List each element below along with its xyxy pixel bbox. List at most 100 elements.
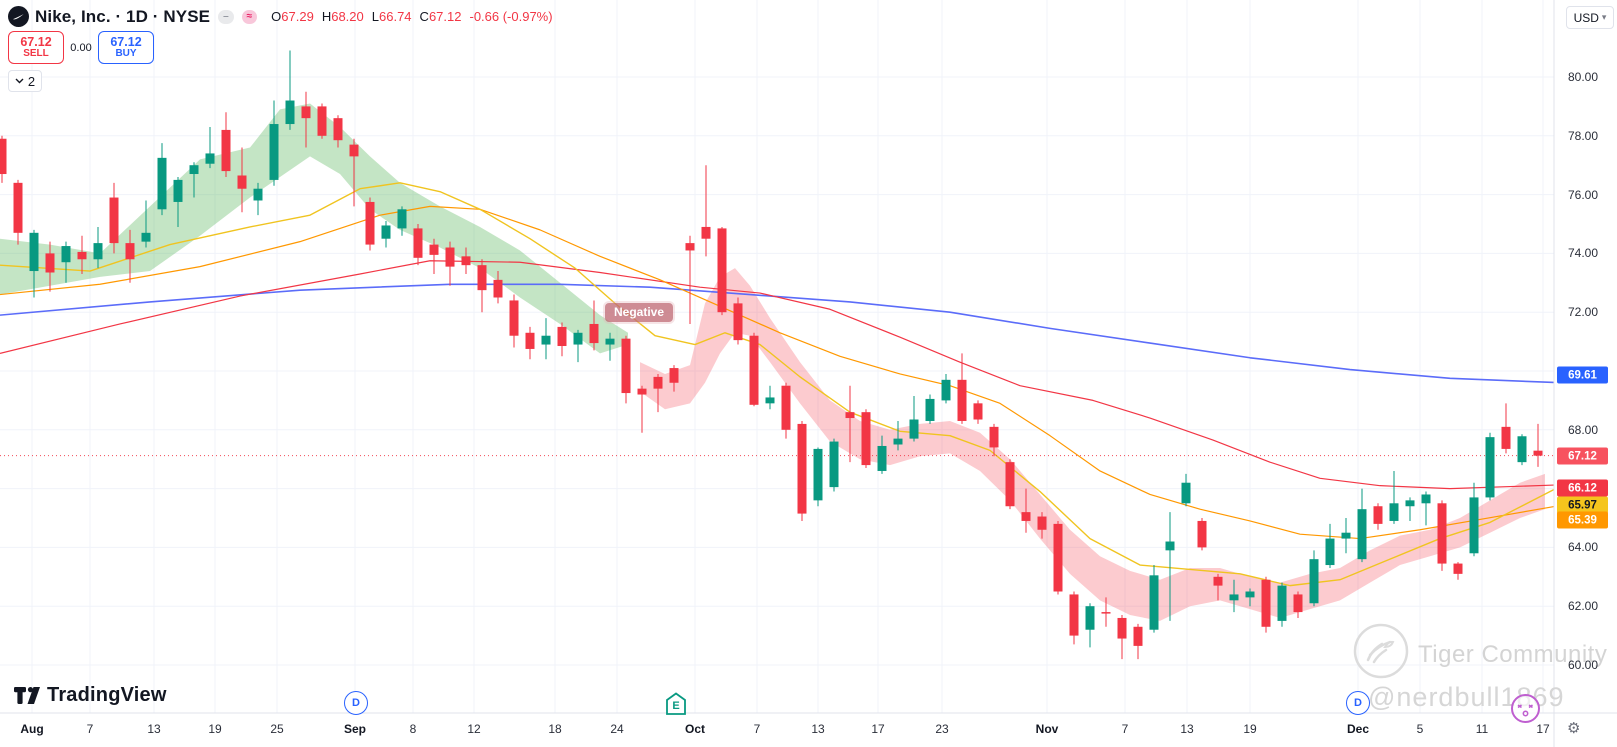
symbol-title[interactable]: Nike, Inc. · 1D · NYSE <box>35 6 211 26</box>
object-tree-chip[interactable]: 2 <box>8 70 42 92</box>
candle <box>1501 426 1511 449</box>
price-tick: 68.00 <box>1568 422 1599 437</box>
approx-indicator-pill[interactable]: ≈ <box>241 9 258 24</box>
price-tick: 74.00 <box>1568 246 1599 261</box>
candle <box>1437 503 1447 564</box>
time-tick: 13 <box>811 722 825 736</box>
price-tick: 62.00 <box>1568 599 1599 614</box>
candle <box>829 441 839 488</box>
candle <box>285 100 295 125</box>
dividend-marker[interactable]: D <box>1346 691 1370 715</box>
candle <box>925 398 935 421</box>
candle <box>621 338 631 394</box>
candle <box>109 197 119 244</box>
candle <box>29 232 39 272</box>
candle <box>1149 575 1159 630</box>
ohlc-readout: O67.29 H68.20 L66.74 C67.12 -0.66 (-0.97… <box>271 9 552 24</box>
candle <box>573 332 583 345</box>
marker-letter: D <box>1354 697 1362 709</box>
earnings-marker[interactable]: E <box>663 691 687 715</box>
candle <box>317 106 327 136</box>
trade-panel: 67.12 SELL 0.00 67.12 BUY <box>8 31 154 64</box>
svg-text:E: E <box>672 700 679 712</box>
bull-ribbon <box>0 103 628 354</box>
candle <box>1469 497 1479 554</box>
candle <box>509 300 519 336</box>
candle <box>1005 462 1015 507</box>
gear-icon[interactable]: ⚙ <box>1567 720 1581 737</box>
price-tick: 78.00 <box>1568 128 1599 143</box>
candle <box>877 445 887 471</box>
candle <box>461 256 471 266</box>
candle <box>1213 576 1223 586</box>
candle <box>77 251 87 260</box>
spread-value: 0.00 <box>70 41 92 54</box>
candle <box>893 438 903 445</box>
candle <box>445 247 455 267</box>
time-tick: Dec <box>1346 722 1370 736</box>
high-value: 68.20 <box>331 9 364 24</box>
chevron-down-icon <box>15 78 24 84</box>
candle <box>1197 520 1207 548</box>
time-tick: Sep <box>343 722 367 736</box>
time-tick: 19 <box>1243 722 1257 736</box>
candle <box>1421 494 1431 504</box>
high-key: H <box>321 9 332 24</box>
open-key: O <box>271 9 282 24</box>
candle <box>1117 617 1127 639</box>
negative-annotation[interactable]: Negative <box>605 303 674 322</box>
candle <box>93 243 103 260</box>
candle <box>349 144 359 157</box>
low-key: L <box>371 9 379 24</box>
candle <box>765 397 775 404</box>
change-value: -0.66 (-0.97%) <box>469 9 553 24</box>
time-tick: 13 <box>1180 722 1194 736</box>
candle <box>1037 516 1047 530</box>
candle <box>301 106 311 119</box>
symbol-header: Nike, Inc. · 1D · NYSE – ≈ O67.29 H68.20… <box>8 6 553 27</box>
candle <box>909 419 919 439</box>
candle <box>1021 512 1031 521</box>
time-tick: 23 <box>935 722 949 736</box>
candle <box>381 225 391 239</box>
candle <box>749 335 759 405</box>
ma-orange <box>0 205 1555 540</box>
candle <box>1357 509 1367 560</box>
candle <box>1261 579 1271 627</box>
candle <box>253 188 263 201</box>
marker-letter: D <box>352 697 360 709</box>
price-tick: 76.00 <box>1568 187 1599 202</box>
price-tick: 60.00 <box>1568 658 1599 672</box>
sell-button[interactable]: 67.12 SELL <box>8 31 64 64</box>
candle <box>669 368 679 383</box>
candle <box>1485 437 1495 498</box>
candle <box>429 244 439 255</box>
nike-logo-icon[interactable] <box>8 6 29 27</box>
candle <box>701 226 711 239</box>
time-tick: 7 <box>753 722 761 736</box>
currency-selector[interactable]: USD ▾ <box>1566 6 1614 29</box>
tradingview-logo[interactable]: TradingView <box>14 684 167 707</box>
buy-button[interactable]: 67.12 BUY <box>98 31 154 64</box>
candle <box>1181 482 1191 504</box>
time-tick: 7 <box>1121 722 1129 736</box>
time-tick: 13 <box>147 722 161 736</box>
candle <box>413 228 423 258</box>
price-badge: 66.12 <box>1557 479 1608 497</box>
candle <box>1053 523 1063 592</box>
candle <box>781 385 791 430</box>
dividend-marker[interactable]: D <box>344 691 368 715</box>
time-tick: 5 <box>1416 722 1424 736</box>
tradingview-logo-text: TradingView <box>47 684 167 706</box>
ma-long-blue <box>0 283 1555 384</box>
candle <box>685 243 695 251</box>
hide-indicator-pill[interactable]: – <box>218 9 234 24</box>
time-tick: 19 <box>208 722 222 736</box>
price-badge: 65.97 <box>1557 496 1608 514</box>
candle <box>1341 532 1351 539</box>
candle <box>525 332 535 349</box>
emoji-marker[interactable] <box>1509 692 1542 730</box>
price-badge: 69.61 <box>1557 366 1608 384</box>
candle <box>1101 612 1111 614</box>
